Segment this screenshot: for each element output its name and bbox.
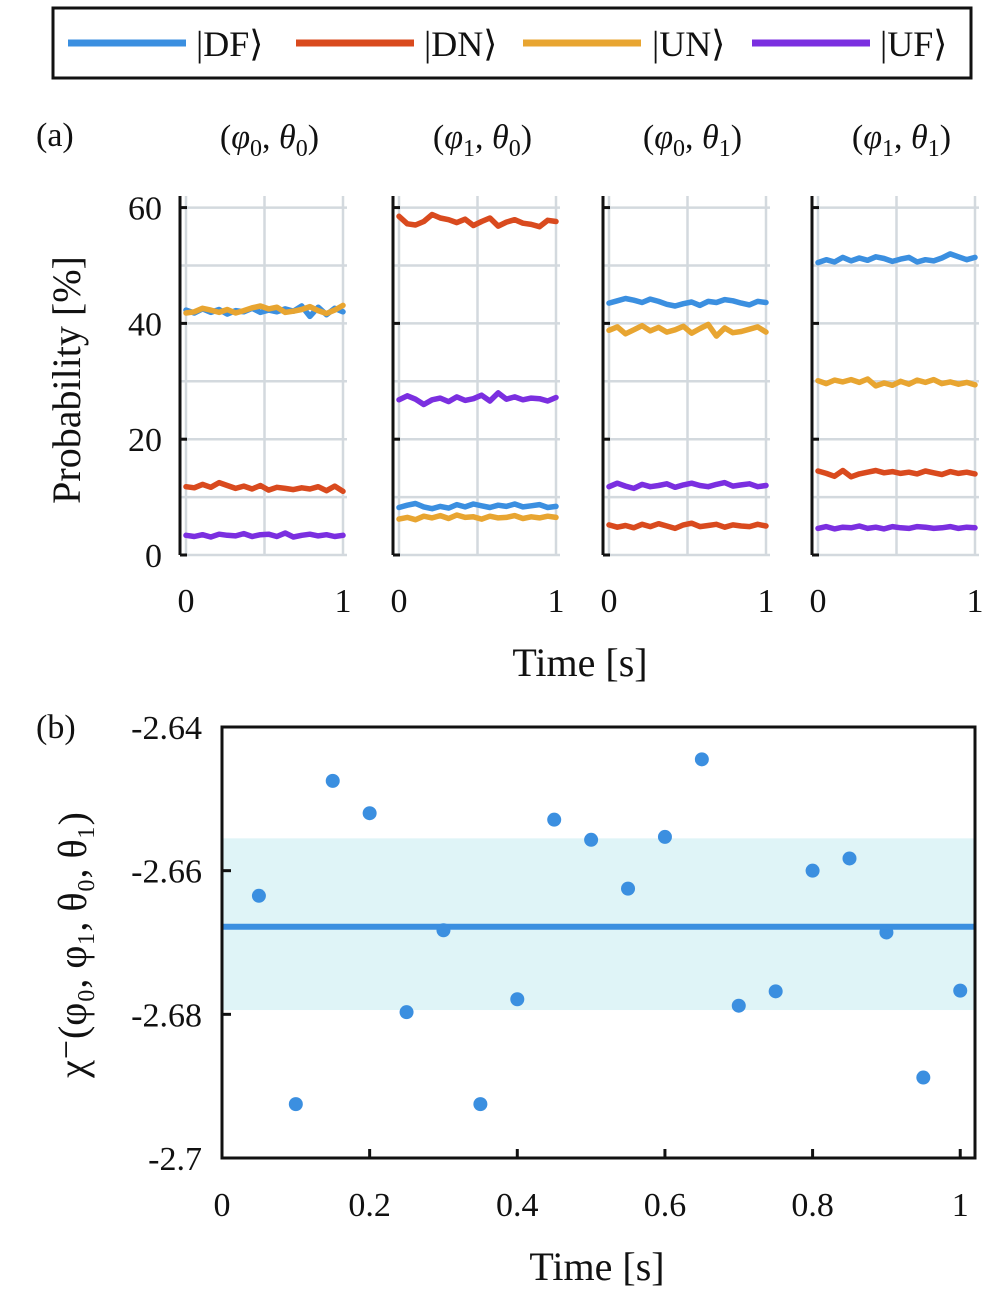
subplot-2-series-uf <box>396 390 559 408</box>
x-tick-label: 0.2 <box>348 1187 391 1224</box>
subplot-2-series-dn <box>396 211 559 230</box>
x-tick-label: 1 <box>952 1187 969 1224</box>
y-tick-label: -2.7 <box>148 1141 202 1178</box>
scatter-point <box>251 888 266 903</box>
subplot-3: 0 1 (φ0, θ1) <box>601 119 775 620</box>
x-tick-label: 0.4 <box>496 1187 539 1224</box>
x-tick-label: 0 <box>391 583 408 620</box>
x-tick-label: 1 <box>335 583 352 620</box>
x-tick-label: 0 <box>810 583 827 620</box>
subplot-2-title: (φ1, θ0) <box>433 119 532 162</box>
scatter-point <box>916 1070 931 1085</box>
scatter-point <box>953 983 968 998</box>
scatter-point <box>362 806 377 821</box>
y-tick-label: -2.68 <box>131 997 202 1034</box>
scatter-point <box>694 752 709 767</box>
scatter-point <box>510 992 525 1007</box>
subplot-3-series-df <box>606 295 769 309</box>
panel-a-x-axis-title: Time [s] <box>512 640 647 685</box>
x-tick-label: 0 <box>601 583 618 620</box>
legend-label-df: |DF⟩ <box>196 24 263 64</box>
x-tick-label: 0.6 <box>644 1187 687 1224</box>
subplot-4-title: (φ1, θ1) <box>852 119 951 162</box>
panel-b-y-axis-title: χ⁻(φ₀, φ₁, θ₀, θ₁) <box>50 812 95 1079</box>
panel-a-y-axis-title: Probability [%] <box>44 256 89 504</box>
subplot-4-series-dn <box>815 467 978 480</box>
y-tick-label: 60 <box>128 191 162 228</box>
subplot-4-series-uf <box>815 523 978 532</box>
y-tick-label: 0 <box>145 538 162 575</box>
subplot-3-series-uf <box>606 479 769 492</box>
scatter-point <box>621 881 636 896</box>
legend-label-un: |UN⟩ <box>652 24 725 64</box>
y-tick-label: 40 <box>128 306 162 343</box>
subplot-4: 0 1 (φ1, θ1) <box>810 119 984 620</box>
panel-b-axes-box <box>220 725 977 1160</box>
legend: |DF⟩ |DN⟩ |UN⟩ |UF⟩ <box>51 6 973 80</box>
y-tick-label: -2.64 <box>131 710 202 747</box>
y-tick-label: 20 <box>128 422 162 459</box>
scatter-point <box>805 863 820 878</box>
subplot-1: 0 20 40 60 0 1 (φ0, θ0) <box>128 119 352 620</box>
subplot-4-series-df <box>815 251 978 266</box>
subplot-2-grid <box>393 196 560 557</box>
subplot-3-grid <box>603 196 770 557</box>
subplot-2: 0 1 (φ1, θ0) <box>391 119 565 620</box>
scatter-point <box>768 984 783 999</box>
subplot-1-series-un <box>183 302 346 317</box>
panel-b: -2.64 -2.66 -2.68 -2.7 0 0.2 0.4 0.6 0.8 1 χ⁻(φ₀, … <box>50 710 977 1224</box>
scatter-point <box>325 773 340 788</box>
y-tick-label: -2.66 <box>131 854 202 891</box>
legend-label-dn: |DN⟩ <box>424 24 497 64</box>
scatter-point <box>399 1005 414 1020</box>
scatter-point <box>879 925 894 940</box>
panel-b-label: (b) <box>36 709 76 746</box>
x-tick-label: 1 <box>548 583 565 620</box>
scatter-point <box>584 832 599 847</box>
x-tick-label: 0.8 <box>791 1187 834 1224</box>
scatter-point <box>842 851 857 866</box>
subplot-4-grid <box>812 196 979 557</box>
scatter-point <box>436 923 451 938</box>
panel-a-label: (a) <box>36 117 74 154</box>
subplot-3-series-un <box>606 321 769 339</box>
subplot-1-series-uf <box>183 530 346 540</box>
panel-b-x-axis-title: Time [s] <box>529 1244 664 1289</box>
scatter-point <box>288 1097 303 1112</box>
x-tick-label: 1 <box>758 583 775 620</box>
scatter-point <box>731 998 746 1013</box>
subplot-1-series-dn <box>183 479 346 495</box>
subplot-4-series-un <box>815 376 978 389</box>
scatter-point <box>657 829 672 844</box>
legend-label-uf: |UF⟩ <box>880 24 947 64</box>
scatter-point <box>473 1097 488 1112</box>
x-tick-label: 0 <box>178 583 195 620</box>
subplot-2-series-un <box>396 512 559 523</box>
subplot-3-title: (φ0, θ1) <box>643 119 742 162</box>
subplot-1-grid <box>180 196 347 557</box>
scatter-point <box>547 812 562 827</box>
subplot-3-series-dn <box>606 520 769 532</box>
x-tick-label: 1 <box>967 583 984 620</box>
subplot-2-series-df <box>396 500 559 512</box>
x-tick-label: 0 <box>214 1187 231 1224</box>
subplot-1-title: (φ0, θ0) <box>220 119 319 162</box>
